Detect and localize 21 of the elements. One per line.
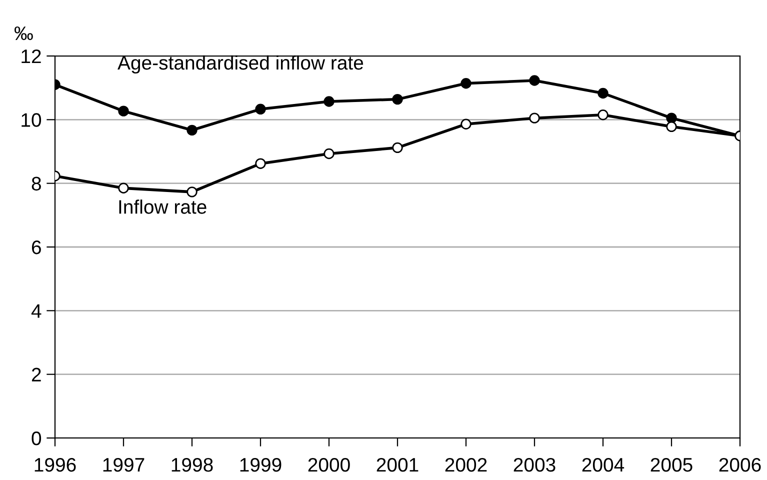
series-label: Age-standardised inflow rate — [118, 55, 364, 74]
series-label: Inflow rate — [119, 200, 206, 214]
y-tick-label: 8 — [32, 176, 41, 191]
x-tick-label: 2005 — [650, 458, 692, 472]
x-tick-label: 2000 — [308, 458, 350, 472]
y-tick-label: 10 — [22, 113, 42, 127]
x-tick-label: 1998 — [172, 458, 213, 472]
x-tick-label: 2004 — [582, 458, 624, 472]
x-tick-label: 2003 — [514, 458, 556, 472]
y-tick-label: 12 — [22, 49, 41, 64]
y-tick-label: 0 — [32, 431, 42, 446]
x-tick-label: 2006 — [719, 458, 761, 472]
y-tick-label: 6 — [32, 240, 41, 254]
x-tick-label: 1999 — [240, 458, 282, 472]
x-tick-label: 1996 — [34, 458, 76, 472]
x-tick-label: 1997 — [103, 458, 144, 472]
y-axis-title: ‰ — [14, 26, 33, 40]
y-tick-label: 2 — [32, 368, 41, 382]
x-tick-label: 2001 — [376, 458, 418, 472]
x-tick-label: 2002 — [445, 458, 487, 472]
y-tick-label: 4 — [31, 304, 42, 318]
